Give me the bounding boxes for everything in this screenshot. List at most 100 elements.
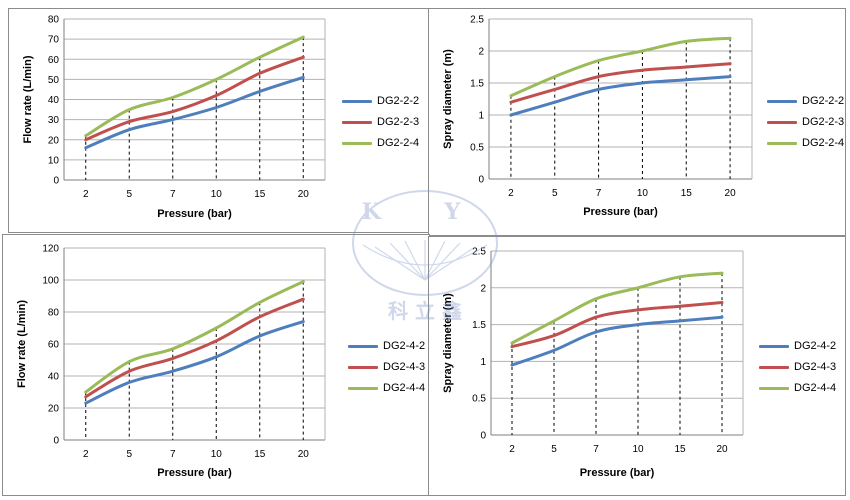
series-line-dg2-4-3: [84, 297, 305, 399]
series-line-dg2-2-2: [509, 75, 732, 117]
legend-swatch: [342, 100, 372, 103]
y-axis-label: Flow rate (L/min): [22, 55, 34, 143]
flow-rate-chart-dg2-2: 0 10 20 30 40 50 60 70 80 2 5 7 10 15 20 Pressure (bar)…: [22, 15, 326, 220]
x-axis-label: Pressure (bar): [157, 467, 232, 479]
x-tick-label: 7: [170, 449, 176, 460]
legend: DG2-4-2 DG2-4-3 DG2-4-4: [759, 339, 844, 399]
legend-label: DG2-4-2: [794, 340, 837, 352]
y-tick-label: 10: [48, 155, 60, 166]
y-tick-label: 0: [53, 436, 59, 447]
chart-panel-spray-dg2-4: 0 0.5 1 1.5 2 2.5 2 5 7 10 15 20 Pressure (bar) Spray…: [428, 236, 846, 496]
y-axis-label: Spray diameter (m): [442, 49, 454, 149]
x-tick-label: 2: [508, 188, 514, 199]
x-tick-label: 5: [551, 444, 557, 455]
y-tick-label: 80: [48, 308, 60, 319]
y-tick-label: 2: [478, 47, 484, 58]
legend-label: DG2-2-3: [802, 116, 845, 128]
legend-swatch: [348, 345, 378, 348]
x-tick-label: 2: [509, 444, 515, 455]
x-tick-label: 15: [254, 189, 266, 200]
y-tick-label: 60: [48, 340, 60, 351]
y-tick-label: 1: [478, 111, 484, 122]
x-tick-label: 10: [211, 189, 223, 200]
y-tick-label: 70: [48, 35, 60, 46]
legend-swatch: [342, 142, 372, 145]
legend-swatch: [767, 100, 797, 103]
legend-label: DG2-4-2: [383, 340, 426, 352]
y-axis-label: Spray diameter (m): [442, 293, 454, 393]
x-tick-label: 2: [83, 189, 89, 200]
legend-swatch: [348, 387, 378, 390]
x-tick-label: 10: [637, 188, 649, 199]
y-tick-label: 2: [480, 283, 486, 294]
series-line-dg2-4-2: [84, 320, 305, 405]
y-tick-label: 80: [48, 15, 60, 26]
y-tick-label: 2.5: [470, 15, 484, 26]
series-line-dg2-2-2: [84, 75, 305, 150]
y-tick-label: 1: [480, 357, 486, 368]
legend-label: DG2-4-4: [794, 382, 837, 394]
x-tick-label: 20: [725, 188, 737, 199]
y-tick-label: 0.5: [472, 394, 486, 405]
x-tick-label: 5: [126, 189, 132, 200]
legend: DG2-2-2 DG2-2-3 DG2-2-4: [342, 94, 427, 154]
legend-swatch: [348, 366, 378, 369]
series-line-dg2-2-4: [509, 36, 732, 98]
spray-diameter-chart-dg2-4: 0 0.5 1 1.5 2 2.5 2 5 7 10 15 20 Pressure (bar) Spray…: [442, 247, 744, 479]
legend-swatch: [342, 121, 372, 124]
x-tick-label: 7: [170, 189, 176, 200]
y-axis-label: Flow rate (L/min): [16, 300, 28, 388]
x-tick-label: 20: [716, 444, 728, 455]
series-line-dg2-4-2: [510, 315, 724, 367]
legend-label: DG2-4-3: [383, 361, 426, 373]
x-tick-label: 15: [674, 444, 686, 455]
y-tick-label: 0.5: [470, 143, 484, 154]
y-tick-label: 1.5: [472, 320, 486, 331]
chart-panel-flow-dg2-2: 0 10 20 30 40 50 60 70 80 2 5 7 10 15 20 Pressure (bar)…: [8, 8, 430, 233]
y-tick-label: 0: [478, 175, 484, 186]
x-tick-label: 15: [254, 449, 266, 460]
y-tick-label: 0: [53, 176, 59, 187]
x-tick-label: 20: [298, 449, 310, 460]
y-tick-label: 120: [42, 244, 59, 255]
y-tick-label: 20: [48, 404, 60, 415]
legend-swatch: [767, 142, 797, 145]
legend-label: DG2-2-2: [377, 95, 420, 107]
y-tick-label: 40: [48, 95, 60, 106]
x-tick-label: 5: [552, 188, 558, 199]
x-tick-label: 20: [298, 189, 310, 200]
legend-swatch: [759, 345, 789, 348]
y-tick-label: 40: [48, 372, 60, 383]
series-line-dg2-4-4: [84, 280, 305, 394]
legend-label: DG2-2-2: [802, 95, 845, 107]
x-tick-label: 2: [83, 449, 89, 460]
x-tick-label: 7: [596, 188, 602, 199]
y-tick-label: 30: [48, 115, 60, 126]
series-line-dg2-2-3: [84, 55, 305, 142]
chart-panel-flow-dg2-4: 0 20 40 60 80 100 120 2 5 7 10 15 20 Pressure (bar) Fl…: [2, 234, 430, 496]
x-axis-label: Pressure (bar): [157, 208, 232, 220]
legend: DG2-2-2 DG2-2-3 DG2-2-4: [767, 94, 845, 154]
legend-label: DG2-4-4: [383, 382, 426, 394]
y-tick-label: 20: [48, 135, 60, 146]
y-tick-label: 0: [480, 431, 486, 442]
y-tick-label: 60: [48, 55, 60, 66]
series-line-dg2-2-4: [84, 35, 305, 138]
spray-diameter-chart-dg2-2: 0 0.5 1 1.5 2 2.5 2 5 7 10 15 20 Pressure (bar) Spray…: [442, 15, 753, 218]
x-tick-label: 15: [681, 188, 693, 199]
series-line-dg2-2-3: [509, 62, 732, 104]
x-tick-label: 7: [593, 444, 599, 455]
x-tick-label: 10: [632, 444, 644, 455]
x-axis-label: Pressure (bar): [580, 467, 655, 479]
y-tick-label: 50: [48, 75, 60, 86]
series-line-dg2-4-4: [510, 271, 724, 345]
legend-label: DG2-2-4: [802, 137, 845, 149]
x-axis-label: Pressure (bar): [583, 206, 658, 218]
legend-swatch: [759, 387, 789, 390]
series-line-dg2-4-3: [510, 301, 724, 349]
legend-label: DG2-4-3: [794, 361, 837, 373]
y-tick-label: 2.5: [472, 247, 486, 258]
x-tick-label: 10: [211, 449, 223, 460]
y-tick-label: 1.5: [470, 79, 484, 90]
y-tick-label: 100: [42, 276, 59, 287]
